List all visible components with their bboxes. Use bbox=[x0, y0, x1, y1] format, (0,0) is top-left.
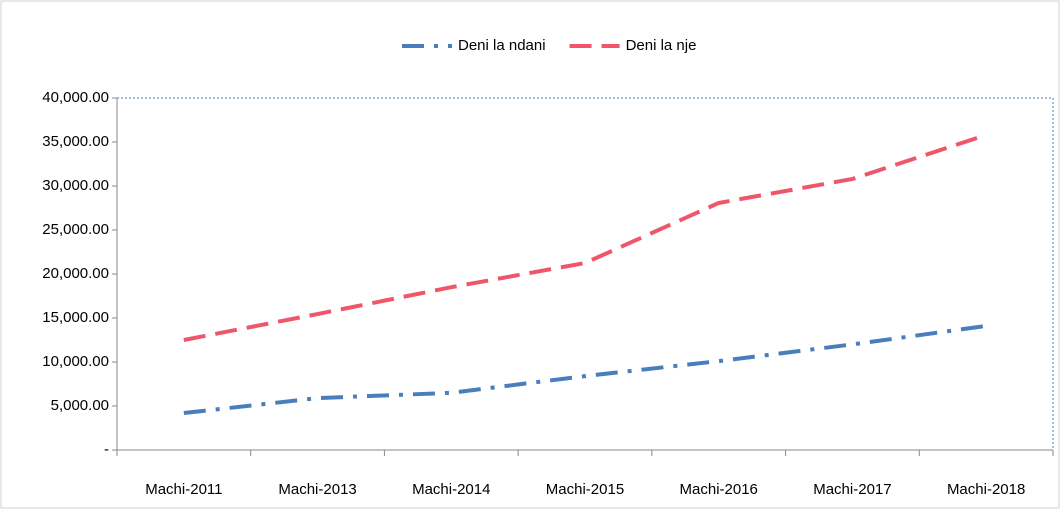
x-tick-label: Machi-2013 bbox=[278, 481, 356, 498]
legend-label: Deni la nje bbox=[626, 37, 697, 54]
y-tick-label: 30,000.00 bbox=[42, 177, 109, 194]
y-tick-label: 40,000.00 bbox=[42, 89, 109, 106]
legend-label: Deni la ndani bbox=[458, 37, 546, 54]
y-tick-label: 20,000.00 bbox=[42, 265, 109, 282]
y-tick-label: 25,000.00 bbox=[42, 221, 109, 238]
x-tick-label: Machi-2015 bbox=[546, 481, 624, 498]
y-tick-label: 15,000.00 bbox=[42, 309, 109, 326]
y-tick-label: 5,000.00 bbox=[51, 397, 109, 414]
x-tick-label: Machi-2017 bbox=[813, 481, 891, 498]
y-tick-label: - bbox=[104, 441, 109, 458]
x-tick-label: Machi-2018 bbox=[947, 481, 1025, 498]
series-line bbox=[183, 133, 987, 342]
y-tick-label: 35,000.00 bbox=[42, 133, 109, 150]
x-tick-label: Machi-2016 bbox=[680, 481, 758, 498]
x-tick-label: Machi-2014 bbox=[412, 481, 490, 498]
y-tick-label: 10,000.00 bbox=[42, 353, 109, 370]
x-tick-label: Machi-2011 bbox=[145, 481, 222, 498]
series-line bbox=[183, 323, 987, 416]
